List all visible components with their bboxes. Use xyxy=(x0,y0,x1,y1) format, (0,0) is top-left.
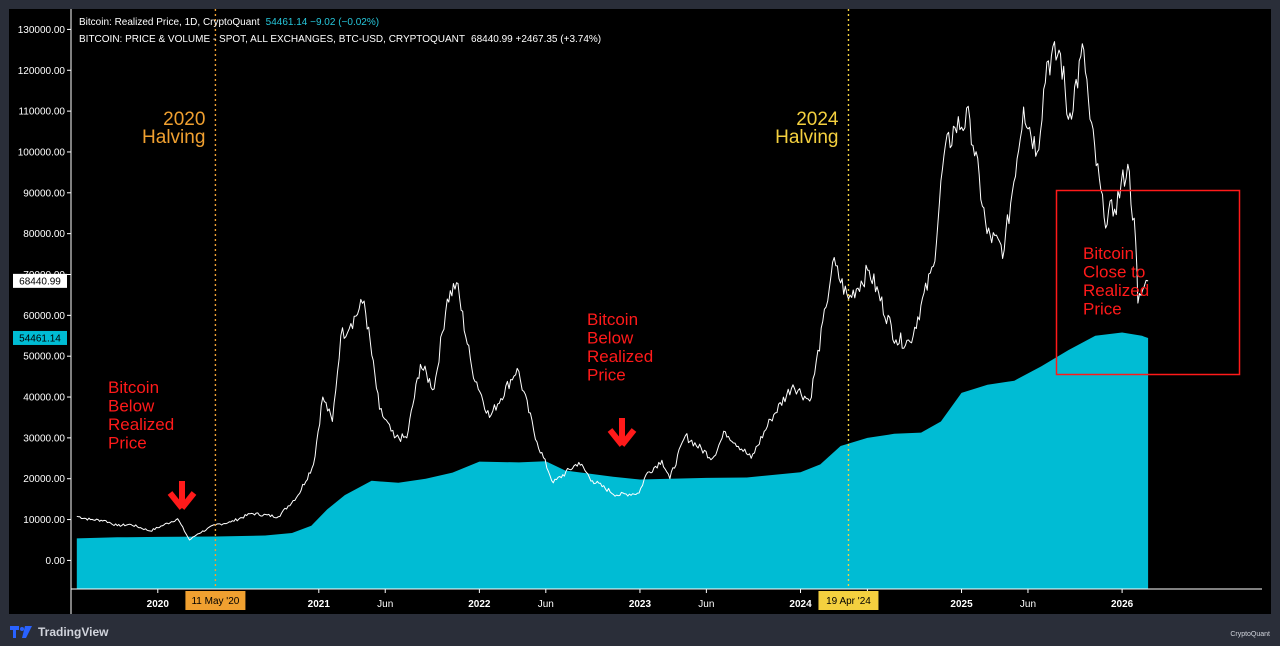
halving-2024-title: 2024 xyxy=(796,109,839,130)
realized-price-tag-label: 54461.14 xyxy=(19,333,61,344)
halving-2020-date-label: 11 May '20 xyxy=(191,596,239,607)
y-tick-label: 10000.00 xyxy=(23,515,65,526)
x-tick-label: 2022 xyxy=(468,599,491,610)
halving-2020-date-tag[interactable] xyxy=(185,591,246,610)
realized-price-area[interactable] xyxy=(76,332,1149,590)
red-arrow-2022 xyxy=(607,418,637,447)
annotation-close-2026-line-1: Bitcoin xyxy=(1083,244,1134,263)
legend-btc-price[interactable]: BITCOIN: PRICE & VOLUME - SPOT, ALL EXCH… xyxy=(79,34,601,45)
y-tick-label: 130000.00 xyxy=(18,25,66,36)
y-tick-label: 60000.00 xyxy=(23,311,65,322)
annotation-below-2020-line-3: Realized xyxy=(108,415,174,434)
x-tick-label: 2024 xyxy=(789,599,812,610)
price-tag-label: 68440.99 xyxy=(19,276,61,287)
tradingview-logo[interactable]: TradingView xyxy=(10,624,108,640)
annotation-below-2020-line-1: Bitcoin xyxy=(108,378,159,397)
legend-realized-price[interactable]: Bitcoin: Realized Price, 1D, CryptoQuant… xyxy=(79,17,379,28)
y-tick-label: 0.00 xyxy=(46,556,66,567)
tradingview-label: TradingView xyxy=(38,625,109,639)
halving-2024-date-label: 19 Apr '24 xyxy=(826,596,871,607)
halving-2024-date-tag[interactable] xyxy=(818,591,879,610)
annotation-close-2026-line-3: Realized xyxy=(1083,281,1149,300)
x-tick-label: Jun xyxy=(377,599,393,610)
x-tick-label: 2023 xyxy=(629,599,652,610)
price-tag[interactable] xyxy=(13,273,67,288)
tradingview-icon xyxy=(10,626,32,638)
y-tick-label: 90000.00 xyxy=(23,188,65,199)
cryptoquant-label: CryptoQuant xyxy=(1230,631,1270,638)
annotation-below-2022-line-1: Bitcoin xyxy=(587,310,638,329)
y-tick-label: 50000.00 xyxy=(23,352,65,363)
y-tick-label: 40000.00 xyxy=(23,393,65,404)
x-tick-label: Jun xyxy=(538,599,554,610)
x-tick-label: Jun xyxy=(1020,599,1036,610)
y-tick-label: 100000.00 xyxy=(18,147,66,158)
annotation-below-2022-line-4: Price xyxy=(587,366,626,385)
x-tick-label: 2026 xyxy=(1111,599,1134,610)
y-tick-label: 20000.00 xyxy=(23,474,65,485)
y-tick-label: 80000.00 xyxy=(23,229,65,240)
halving-2024-subtitle: Halving xyxy=(775,127,838,148)
halving-2020-subtitle: Halving xyxy=(142,127,205,148)
annotation-below-2022-line-3: Realized xyxy=(587,347,653,366)
btc-price-line[interactable] xyxy=(76,41,1149,541)
halving-2020-title: 2020 xyxy=(163,109,205,130)
y-tick-label: 110000.00 xyxy=(18,107,65,118)
legend-realized-price-name: Bitcoin: Realized Price, 1D, CryptoQuant xyxy=(79,17,260,28)
annotation-close-2026-line-4: Price xyxy=(1083,300,1122,319)
annotation-below-2022-line-2: Below xyxy=(587,329,634,348)
x-tick-label: 2025 xyxy=(950,599,973,610)
annotation-below-2020-line-2: Below xyxy=(108,397,155,416)
realized-price-tag[interactable] xyxy=(13,330,67,345)
x-tick-label: Jun xyxy=(698,599,714,610)
legend-realized-price-values: 54461.14 −9.02 (−0.02%) xyxy=(265,17,380,28)
annotation-below-2020-line-4: Price xyxy=(108,434,147,453)
highlight-box xyxy=(1055,189,1241,376)
legend-btc-price-name: BITCOIN: PRICE & VOLUME - SPOT, ALL EXCH… xyxy=(79,34,466,45)
y-tick-label: 120000.00 xyxy=(18,66,66,77)
legend-btc-price-values: 68440.99 +2467.35 (+3.74%) xyxy=(471,34,602,45)
x-tick-label: 2020 xyxy=(147,599,170,610)
y-tick-label: 30000.00 xyxy=(23,433,65,444)
cryptoquant-watermark: CryptoQuant xyxy=(1230,631,1270,638)
x-tick-label: 2021 xyxy=(308,599,331,610)
annotation-close-2026-line-2: Close to xyxy=(1083,263,1145,282)
red-arrow-2020 xyxy=(167,481,197,510)
